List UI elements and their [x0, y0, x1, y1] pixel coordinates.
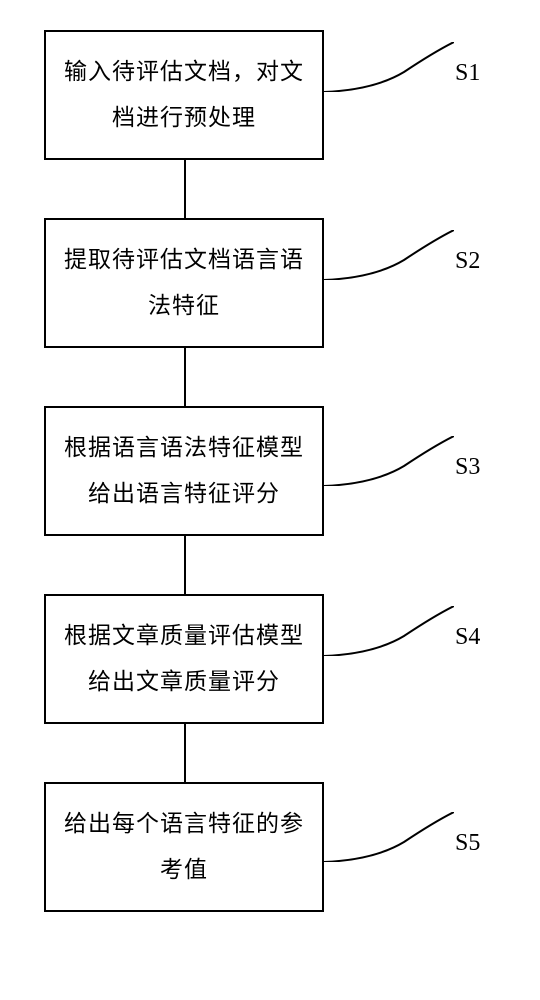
step-box-s4: 根据文章质量评估模型给出文章质量评分: [44, 594, 324, 724]
step-text-s3: 根据语言语法特征模型给出语言特征评分: [60, 425, 308, 517]
step-box-s3: 根据语言语法特征模型给出语言特征评分: [44, 406, 324, 536]
flowchart-canvas: 输入待评估文档，对文档进行预处理 S1 提取待评估文档语言语法特征 S2 根据语…: [0, 0, 540, 1000]
connector-s2-s3: [184, 348, 186, 406]
step-text-s5: 给出每个语言特征的参考值: [60, 801, 308, 893]
swoosh-s4: [324, 606, 454, 656]
step-label-s1: S1: [455, 60, 480, 87]
connector-s1-s2: [184, 160, 186, 218]
swoosh-s5: [324, 812, 454, 862]
step-label-s5: S5: [455, 830, 480, 857]
swoosh-s3: [324, 436, 454, 486]
step-box-s1: 输入待评估文档，对文档进行预处理: [44, 30, 324, 160]
step-label-s2: S2: [455, 248, 480, 275]
step-label-s4: S4: [455, 624, 480, 651]
step-box-s2: 提取待评估文档语言语法特征: [44, 218, 324, 348]
step-text-s1: 输入待评估文档，对文档进行预处理: [60, 49, 308, 141]
step-label-s3: S3: [455, 454, 480, 481]
connector-s3-s4: [184, 536, 186, 594]
connector-s4-s5: [184, 724, 186, 782]
step-box-s5: 给出每个语言特征的参考值: [44, 782, 324, 912]
swoosh-s1: [324, 42, 454, 92]
swoosh-s2: [324, 230, 454, 280]
step-text-s4: 根据文章质量评估模型给出文章质量评分: [60, 613, 308, 705]
step-text-s2: 提取待评估文档语言语法特征: [60, 237, 308, 329]
